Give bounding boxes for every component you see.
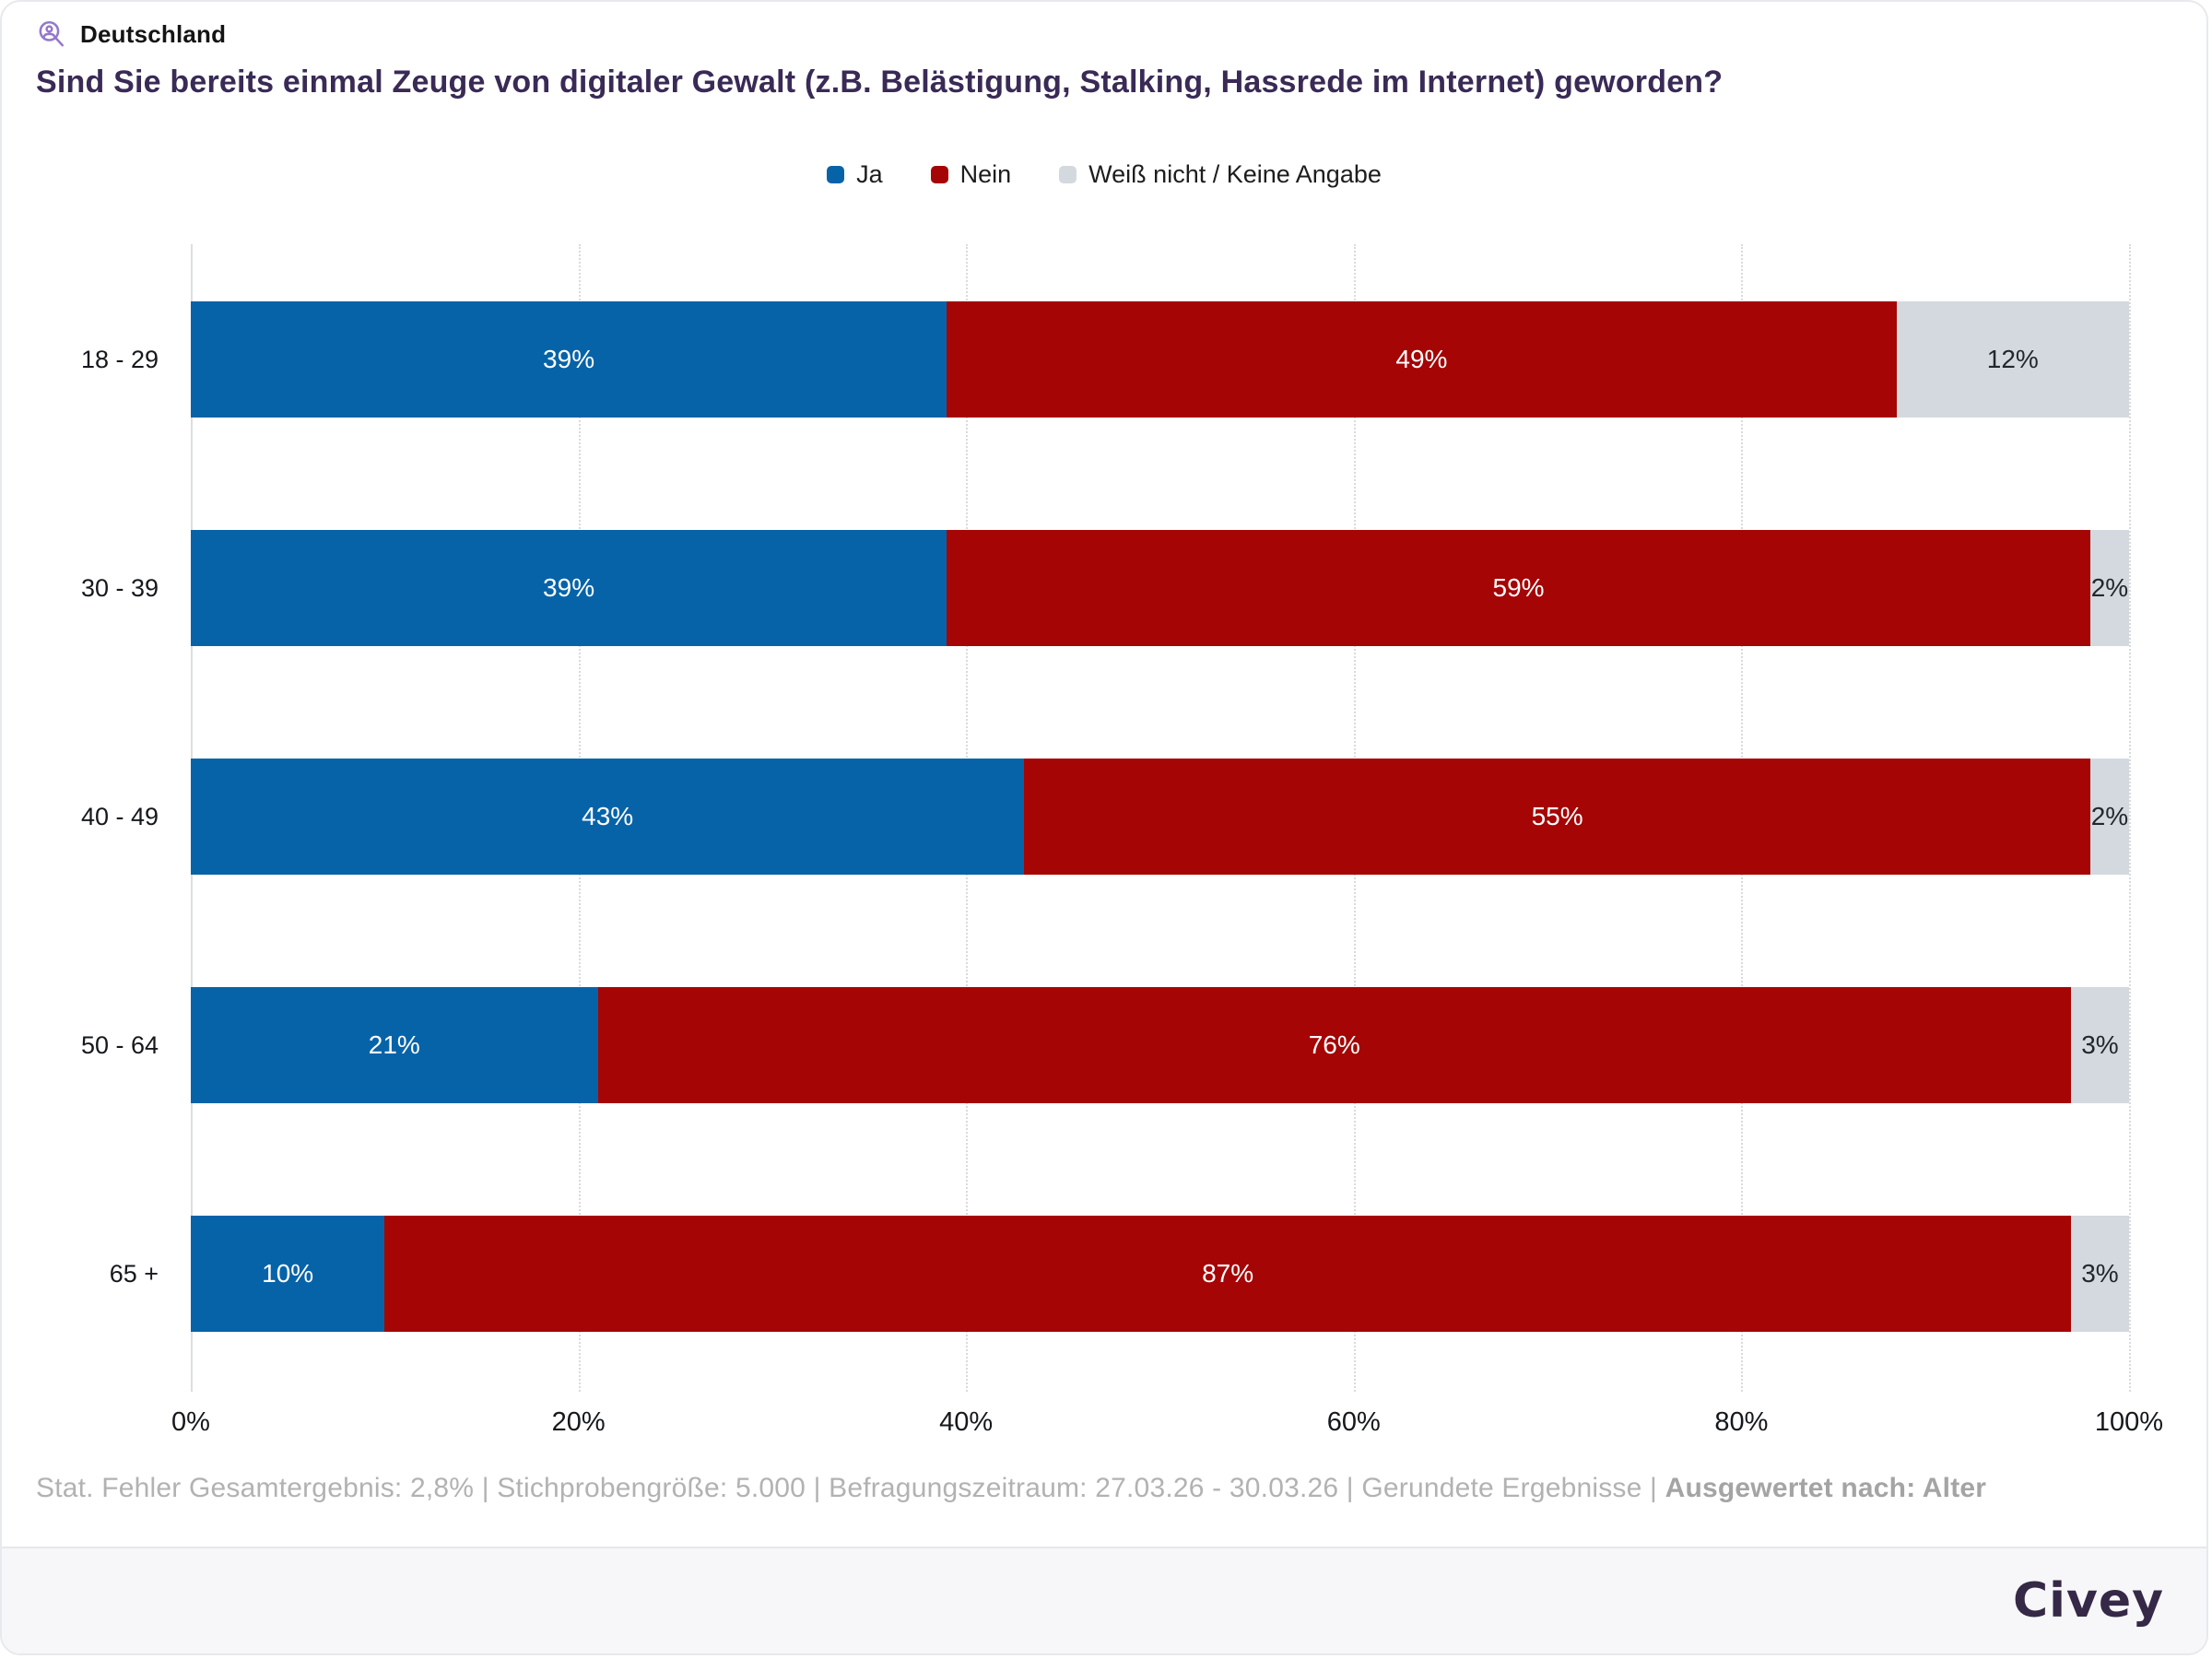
survey-meta-line: Stat. Fehler Gesamtergebnis: 2,8% | Stic… [36,1473,2174,1504]
segment-value-label: 87% [1202,1259,1254,1288]
chart-legend: Ja Nein Weiß nicht / Keine Angabe [2,160,2206,189]
survey-meta-text: Stat. Fehler Gesamtergebnis: 2,8% | Stic… [36,1473,1665,1503]
legend-marker [1059,166,1077,183]
legend-marker [930,166,948,183]
bar-segment-ja: 10% [191,1216,385,1332]
segment-value-label: 21% [368,1030,420,1059]
x-tick-label: 100% [2094,1407,2164,1437]
segment-value-label: 2% [2090,802,2129,830]
legend-label: Ja [856,160,883,188]
category-label: 50 - 64 [80,1031,159,1059]
segment-value-label: 55% [1531,802,1583,830]
legend-item: Nein [930,160,1012,189]
x-tick-label: 80% [1714,1407,1769,1437]
bar-segment-ja: 39% [191,530,947,646]
bar-row: 21% 76% 3% [191,987,2129,1103]
bar-segment-wei-nicht-keine-angabe: 3% [2070,987,2129,1103]
bar-segment-wei-nicht-keine-angabe: 3% [2070,1216,2129,1332]
legend-label: Weiß nicht / Keine Angabe [1088,160,1382,188]
bar-segment-nein: 59% [947,530,2090,646]
bar-segment-nein: 76% [597,987,2071,1103]
bar-segment-ja: 39% [191,301,947,418]
category-label: 65 + [109,1260,159,1288]
brand-bar: Civey [2,1547,2206,1653]
segment-value-label: 12% [1986,345,2039,373]
category-label: 18 - 29 [80,346,159,373]
segment-value-label: 49% [1395,345,1448,373]
poll-question-title: Sind Sie bereits einmal Zeuge von digita… [36,65,1724,100]
bar-segment-wei-nicht-keine-angabe: 2% [2089,759,2129,875]
segment-value-label: 59% [1492,573,1545,602]
segment-value-label: 10% [262,1259,314,1288]
legend-label: Nein [959,160,1012,188]
x-tick-label: 0% [171,1407,210,1437]
bar-row: 43% 55% 2% [191,759,2129,875]
legend-item: Weiß nicht / Keine Angabe [1059,160,1382,189]
bar-row: 10% 87% 3% [191,1216,2129,1332]
legend-marker [827,166,845,183]
person-search-icon [39,20,65,47]
bar-segment-nein: 49% [947,301,1897,418]
segment-value-label: 39% [543,573,595,602]
segment-value-label: 3% [2081,1030,2119,1059]
bar-row: 39% 59% 2% [191,530,2129,646]
bar-segment-ja: 43% [191,759,1025,875]
bar-segment-wei-nicht-keine-angabe: 12% [1896,301,2129,418]
bar-segment-nein: 87% [384,1216,2071,1332]
segment-value-label: 3% [2081,1259,2119,1288]
gridline [2129,244,2131,1392]
segment-value-label: 39% [543,345,595,373]
region-label: Deutschland [80,19,227,48]
header: Deutschland [36,18,226,50]
category-label: 40 - 49 [80,803,159,830]
x-tick-label: 40% [939,1407,994,1437]
segment-value-label: 76% [1308,1030,1360,1059]
x-tick-label: 60% [1326,1407,1381,1437]
bar-segment-ja: 21% [191,987,598,1103]
legend-item: Ja [827,160,883,189]
bar-segment-nein: 55% [1024,759,2090,875]
plot-area: 0% 20% 40% 60% 80% 100% 18 - 29 39% 49% 12% 30 - 3… [81,244,2163,1437]
x-tick-label: 20% [551,1407,606,1437]
segment-value-label: 2% [2090,573,2129,602]
segment-value-label: 43% [582,802,634,830]
category-label: 30 - 39 [80,574,159,602]
survey-meta-evaluated-by: Ausgewertet nach: Alter [1665,1473,1987,1503]
bar-row: 39% 49% 12% [191,301,2129,418]
civey-logo: Civey [2012,1573,2164,1629]
bar-segment-wei-nicht-keine-angabe: 2% [2089,530,2129,646]
